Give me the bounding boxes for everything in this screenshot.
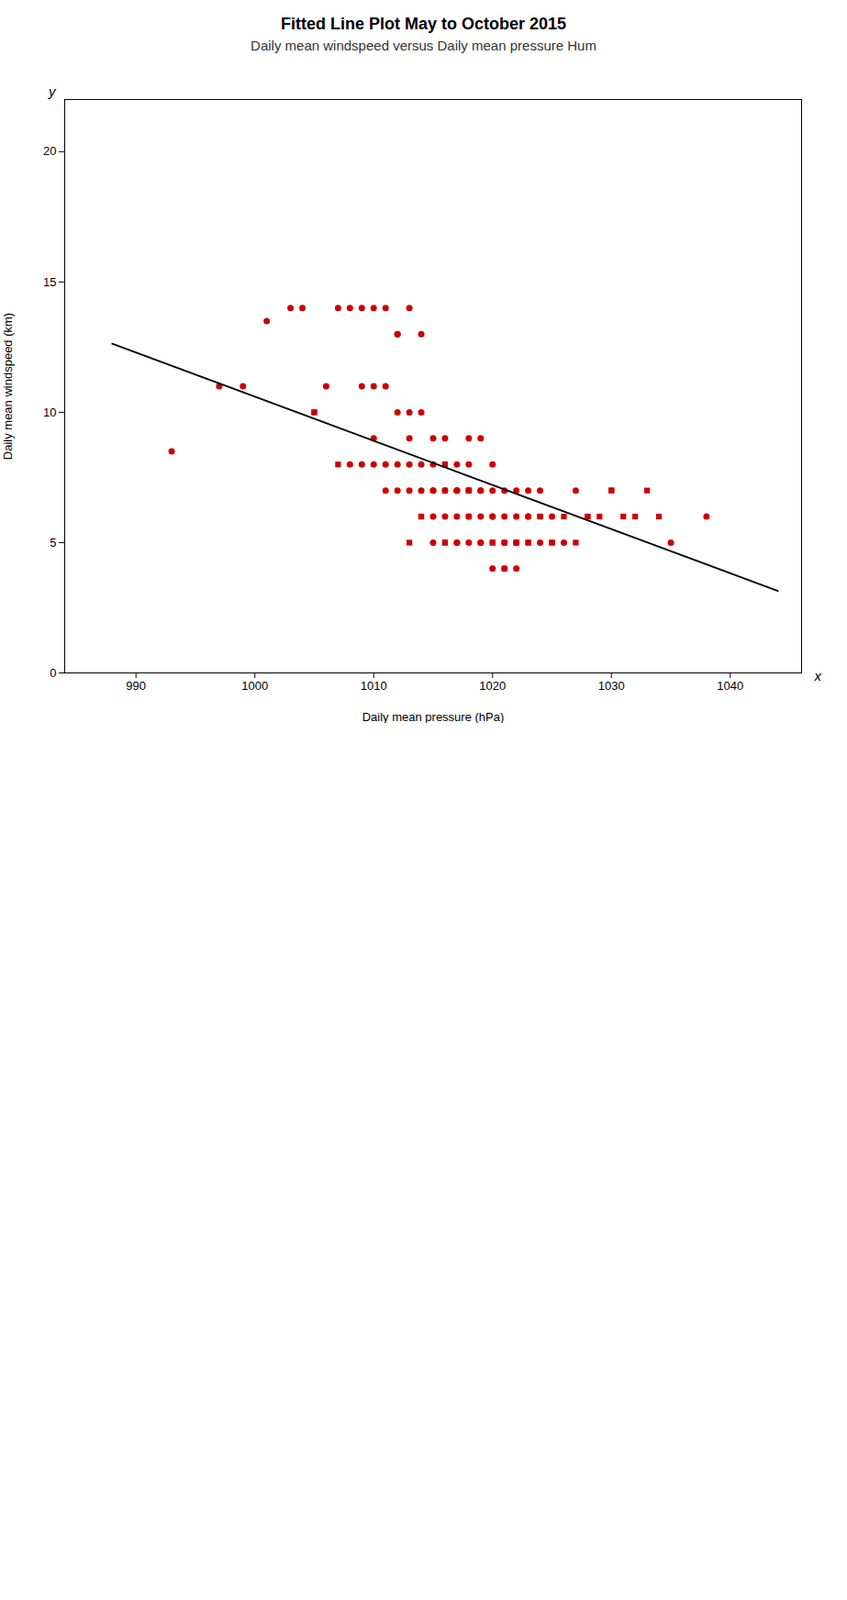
svg-text:5: 5: [49, 535, 56, 550]
svg-text:Daily mean pressure (hPa): Daily mean pressure (hPa): [362, 710, 505, 725]
svg-text:20: 20: [43, 144, 56, 158]
svg-text:Daily mean windspeed (km): Daily mean windspeed (km): [0, 312, 15, 460]
svg-text:1000: 1000: [241, 679, 268, 693]
html-text:Daily mean windspeed versus Da: Daily mean windspeed versus Daily mean p…: [250, 37, 597, 54]
svg-text:x: x: [813, 668, 823, 684]
html-text:Fitted Line Plot May to Octobe: Fitted Line Plot May to October 2015: [280, 14, 567, 34]
svg-text:y: y: [47, 83, 57, 100]
svg-text:990: 990: [125, 679, 146, 693]
svg-text:1040: 1040: [716, 679, 744, 693]
svg-text:1030: 1030: [598, 679, 625, 693]
svg-text:1010: 1010: [360, 679, 388, 693]
svg-text:10: 10: [43, 405, 56, 420]
svg-text:1020: 1020: [479, 679, 506, 693]
svg-text:0: 0: [49, 666, 56, 680]
svg-text:15: 15: [43, 275, 56, 290]
